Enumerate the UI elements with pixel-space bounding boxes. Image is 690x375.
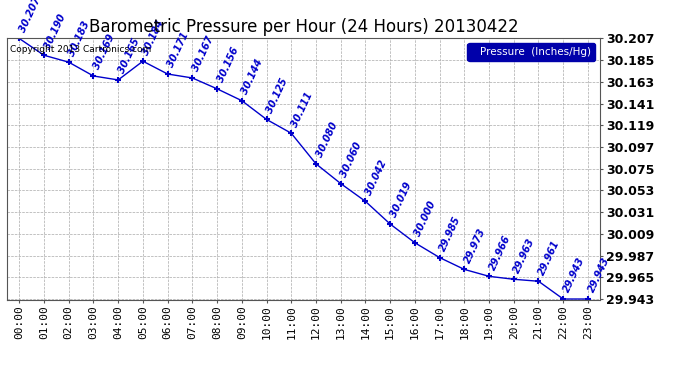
Text: 30.019: 30.019 [388,181,413,219]
Pressure  (Inches/Hg) [337,181,345,186]
Pressure  (Inches/Hg) [510,277,518,282]
Text: 29.943: 29.943 [586,256,611,294]
Text: 30.183: 30.183 [67,19,92,57]
Text: 29.973: 29.973 [462,226,488,265]
Text: 30.190: 30.190 [42,12,67,51]
Text: 30.000: 30.000 [413,200,438,238]
Text: 29.985: 29.985 [438,214,463,253]
Text: 30.167: 30.167 [190,35,215,73]
Pressure  (Inches/Hg) [559,297,567,301]
Line: Pressure  (Inches/Hg): Pressure (Inches/Hg) [16,35,591,303]
Pressure  (Inches/Hg) [386,222,394,226]
Text: Copyright 2013 Cartronics.com: Copyright 2013 Cartronics.com [10,45,151,54]
Pressure  (Inches/Hg) [362,199,370,204]
Pressure  (Inches/Hg) [485,274,493,279]
Pressure  (Inches/Hg) [460,267,469,272]
Text: 30.169: 30.169 [92,33,117,71]
Text: 30.184: 30.184 [141,18,166,57]
Text: 30.060: 30.060 [339,141,364,179]
Legend: Pressure  (Inches/Hg): Pressure (Inches/Hg) [467,43,595,61]
Text: 30.042: 30.042 [364,158,388,196]
Pressure  (Inches/Hg) [237,98,246,103]
Pressure  (Inches/Hg) [188,76,197,80]
Pressure  (Inches/Hg) [15,36,23,41]
Text: 30.171: 30.171 [166,31,191,69]
Pressure  (Inches/Hg) [65,60,73,64]
Pressure  (Inches/Hg) [534,279,542,284]
Text: 30.125: 30.125 [265,76,290,115]
Text: 30.156: 30.156 [215,46,240,84]
Text: 29.966: 29.966 [487,233,512,272]
Pressure  (Inches/Hg) [411,240,419,245]
Text: 29.963: 29.963 [512,236,537,274]
Pressure  (Inches/Hg) [435,255,444,260]
Text: 30.207: 30.207 [17,0,43,34]
Pressure  (Inches/Hg) [164,72,172,76]
Pressure  (Inches/Hg) [89,74,97,78]
Pressure  (Inches/Hg) [114,78,122,82]
Pressure  (Inches/Hg) [213,87,221,91]
Pressure  (Inches/Hg) [584,297,592,301]
Pressure  (Inches/Hg) [287,131,295,135]
Pressure  (Inches/Hg) [262,117,270,122]
Pressure  (Inches/Hg) [40,53,48,57]
Text: 29.943: 29.943 [562,256,586,294]
Text: 30.165: 30.165 [117,37,141,75]
Text: 30.111: 30.111 [290,90,315,129]
Text: 30.144: 30.144 [240,58,265,96]
Text: 29.961: 29.961 [537,238,562,276]
Text: 30.080: 30.080 [314,121,339,159]
Title: Barometric Pressure per Hour (24 Hours) 20130422: Barometric Pressure per Hour (24 Hours) … [89,18,518,36]
Pressure  (Inches/Hg) [139,59,147,63]
Pressure  (Inches/Hg) [312,162,320,166]
